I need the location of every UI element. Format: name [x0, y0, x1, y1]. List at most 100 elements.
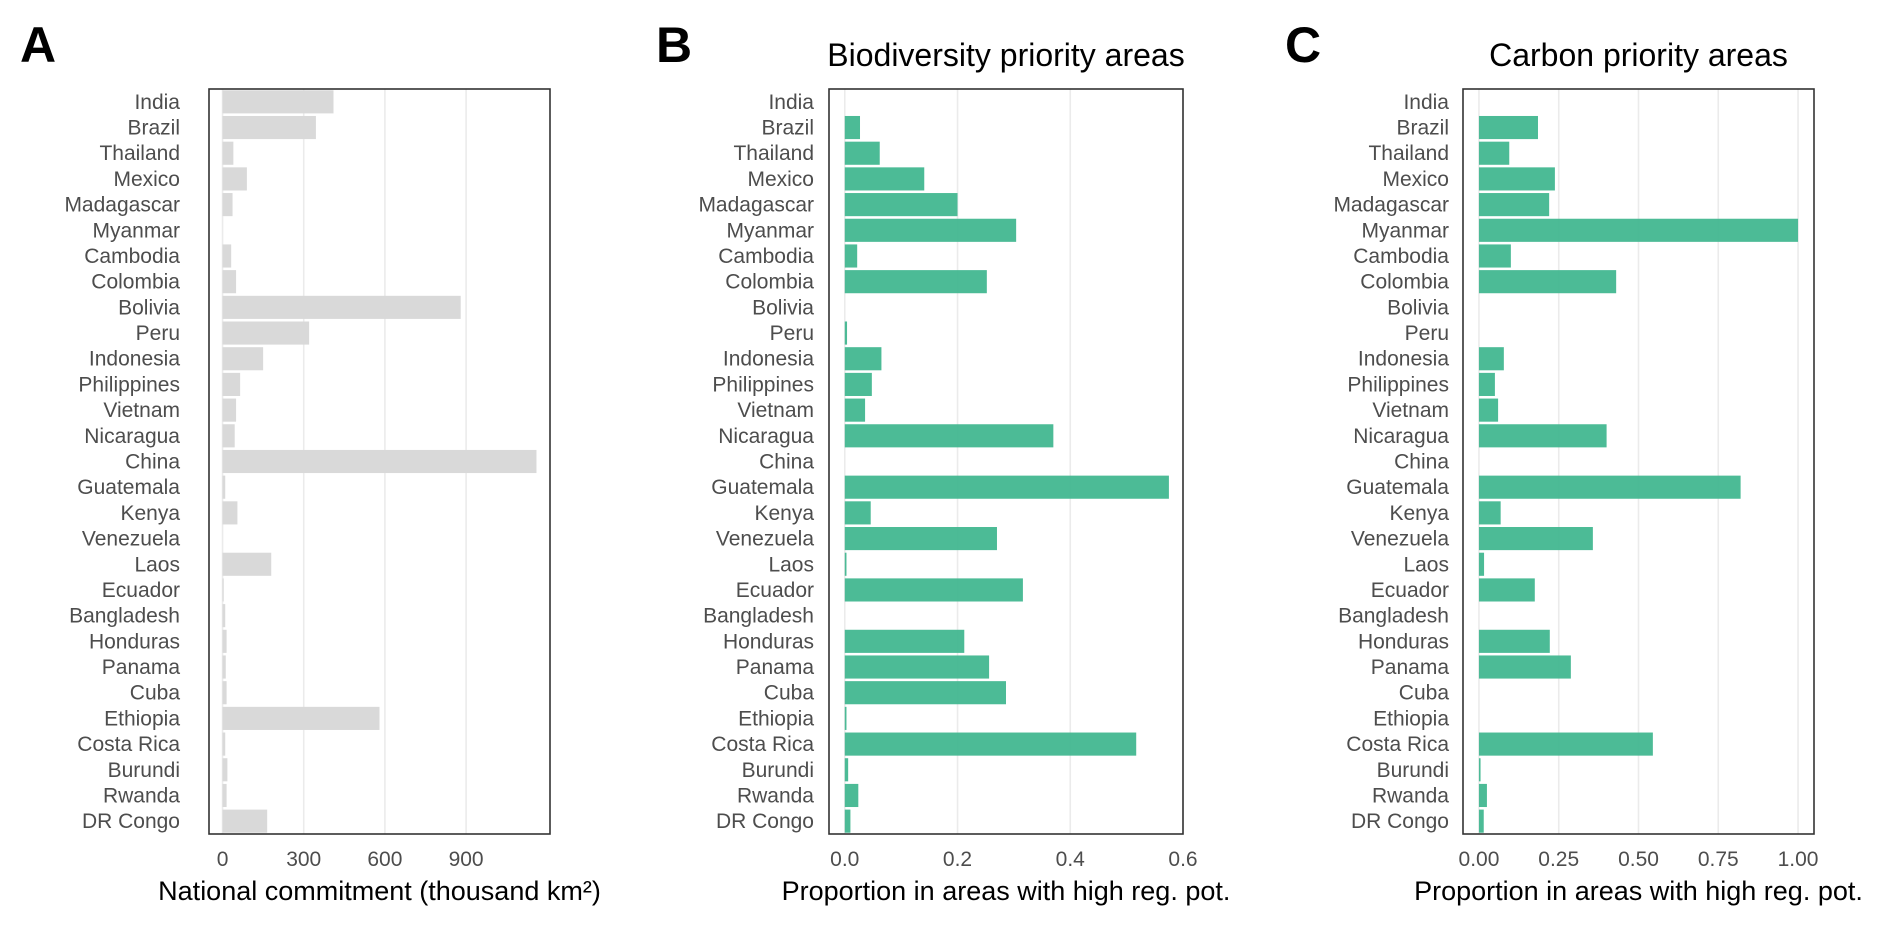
bar-vietnam: [1478, 398, 1499, 422]
y-tick-label: China: [125, 451, 180, 474]
x-tick-label: 300: [286, 848, 321, 871]
bar-nicaragua: [844, 424, 1054, 448]
bar-kenya: [1478, 501, 1501, 525]
y-tick-label: Philippines: [78, 373, 180, 396]
bar-vietnam: [844, 398, 866, 422]
x-tick-label: 0.00: [1459, 848, 1500, 871]
panel-letter-b: B: [656, 17, 692, 73]
bar-burundi: [844, 758, 849, 782]
bar-ecuador: [844, 578, 1023, 602]
y-tick-label: Indonesia: [89, 348, 180, 371]
y-tick-label: Nicaragua: [84, 425, 180, 448]
bar-burundi: [222, 758, 228, 782]
bar-cuba: [222, 681, 227, 705]
bar-colombia: [222, 270, 237, 294]
y-tick-label: Myanmar: [726, 219, 814, 242]
bar-cambodia: [844, 244, 858, 268]
y-tick-label: Brazil: [127, 117, 180, 140]
y-tick-label: China: [759, 451, 814, 474]
y-tick-label: Costa Rica: [1346, 733, 1449, 756]
y-tick-label: Venezuela: [1351, 528, 1449, 551]
y-tick-label: Mexico: [1382, 168, 1449, 191]
bar-costa-rica: [1478, 732, 1653, 756]
bar-thailand: [844, 141, 880, 165]
bar-brazil: [844, 115, 861, 140]
y-tick-label: Ethiopia: [1373, 707, 1449, 730]
y-tick-label: Venezuela: [82, 528, 180, 551]
y-tick-label: Ethiopia: [738, 707, 814, 730]
bar-kenya: [844, 501, 871, 525]
y-tick-label: Cambodia: [718, 245, 814, 268]
panel-border: [1462, 88, 1815, 835]
bar-nicaragua: [222, 424, 235, 448]
y-tick-label: Vietnam: [737, 399, 814, 422]
panel-border: [208, 88, 551, 835]
x-axis-title: Proportion in areas with high reg. pot.: [1414, 876, 1863, 906]
bar-philippines: [844, 372, 872, 396]
y-tick-label: Kenya: [120, 502, 180, 525]
y-tick-label: Cuba: [1399, 682, 1450, 705]
y-tick-label: Mexico: [113, 168, 180, 191]
bar-ecuador: [222, 578, 224, 602]
y-tick-label: Cuba: [764, 682, 815, 705]
y-tick-label: Bangladesh: [703, 605, 814, 628]
y-tick-label: Guatemala: [77, 476, 180, 499]
bar-laos: [844, 552, 847, 576]
x-tick-label: 0.6: [1168, 848, 1197, 871]
y-tick-label: Thailand: [733, 142, 814, 165]
bar-peru: [222, 321, 310, 345]
bar-cuba: [844, 681, 1006, 705]
y-tick-label: Kenya: [754, 502, 814, 525]
bar-laos: [1478, 552, 1485, 576]
x-tick-label: 600: [367, 848, 402, 871]
bar-madagascar: [1478, 193, 1550, 217]
y-tick-label: Honduras: [1358, 630, 1449, 653]
x-axis-title: Proportion in areas with high reg. pot.: [782, 876, 1231, 906]
y-tick-label: Ecuador: [1371, 579, 1449, 602]
y-tick-label: Bolivia: [1387, 296, 1449, 319]
y-tick-label: Burundi: [742, 759, 814, 782]
x-tick-label: 0.4: [1056, 848, 1086, 871]
y-tick-label: Nicaragua: [718, 425, 814, 448]
y-tick-label: Philippines: [712, 373, 814, 396]
y-tick-label: Ecuador: [102, 579, 180, 602]
bar-guatemala: [1478, 475, 1741, 499]
bar-guatemala: [844, 475, 1169, 499]
y-tick-label: Colombia: [91, 271, 180, 294]
y-tick-label: Rwanda: [737, 784, 814, 807]
y-tick-label: Peru: [136, 322, 180, 345]
y-tick-label: Rwanda: [1372, 784, 1449, 807]
y-tick-label: Rwanda: [103, 784, 180, 807]
bar-honduras: [222, 629, 227, 653]
x-tick-label: 0.75: [1698, 848, 1739, 871]
y-tick-label: Panama: [102, 656, 181, 679]
y-tick-label: Thailand: [99, 142, 180, 165]
panel-title: Carbon priority areas: [1489, 37, 1788, 73]
x-tick-label: 0: [217, 848, 229, 871]
panel-letter-c: C: [1285, 17, 1321, 73]
bar-panama: [222, 655, 226, 679]
bar-venezuela: [1478, 527, 1593, 551]
y-tick-label: Ethiopia: [104, 707, 180, 730]
x-tick-label: 1.00: [1778, 848, 1819, 871]
panel-b: B Biodiversity priority areas India BrazilT…: [656, 17, 1230, 906]
bar-mexico: [222, 167, 247, 191]
y-tick-label: DR Congo: [1351, 810, 1449, 833]
bar-costa-rica: [844, 732, 1137, 756]
bar-madagascar: [222, 193, 233, 217]
y-tick-label: Laos: [134, 553, 180, 576]
bar-bangladesh: [222, 604, 226, 628]
y-tick-label: Costa Rica: [77, 733, 180, 756]
y-tick-label: Colombia: [725, 271, 814, 294]
y-tick-label: India: [134, 91, 180, 114]
bar-mexico: [1478, 167, 1555, 191]
y-tick-label: Thailand: [1368, 142, 1449, 165]
y-tick-label: Costa Rica: [711, 733, 814, 756]
bar-india: [222, 90, 334, 114]
bar-nicaragua: [1478, 424, 1607, 448]
y-tick-label: Panama: [1371, 656, 1450, 679]
y-tick-label: Madagascar: [1333, 194, 1449, 217]
bar-indonesia: [1478, 347, 1504, 371]
panel-letter-a: A: [20, 17, 56, 73]
y-tick-label: Nicaragua: [1353, 425, 1449, 448]
